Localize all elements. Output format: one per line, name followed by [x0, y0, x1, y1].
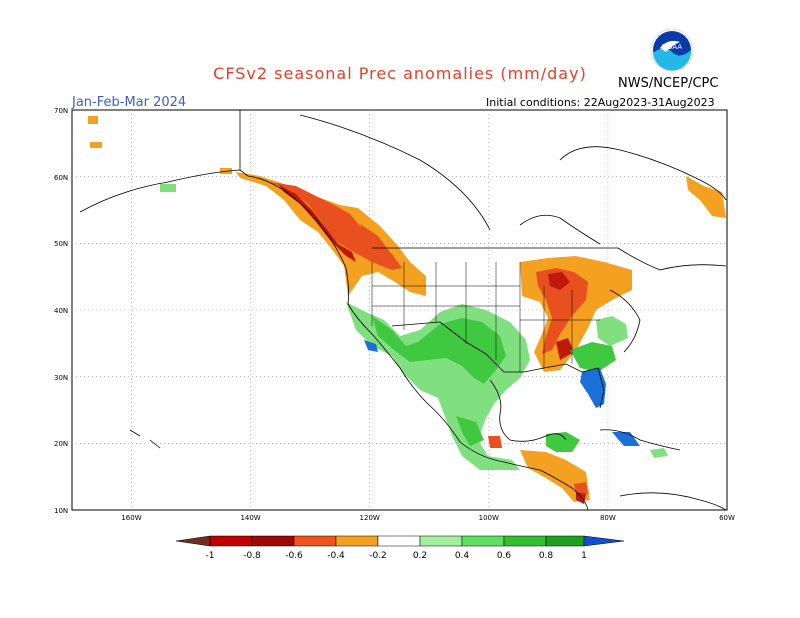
lat-label: 30N — [54, 374, 68, 382]
legend-labels: -1 -0.8 -0.6 -0.4 -0.2 0.2 0.4 0.6 0.8 1 — [206, 551, 587, 561]
legend-label: 0.2 — [413, 551, 427, 561]
state-borders — [371, 262, 600, 372]
lon-label: 120W — [360, 514, 380, 522]
lat-label: 50N — [54, 240, 68, 248]
agency-label: NWS/NCEP/CPC — [618, 76, 719, 91]
initial-conditions-label: Initial conditions: 22Aug2023-31Aug2023 — [486, 96, 715, 109]
coastlines — [79, 110, 727, 511]
lat-label: 20N — [54, 440, 68, 448]
legend-swatch — [335, 535, 379, 547]
legend-swatch — [377, 535, 421, 547]
legend-label: -1 — [206, 551, 215, 561]
lon-label: 160W — [121, 514, 141, 522]
noaa-logo-icon: NOAA — [650, 28, 694, 72]
lon-label: 80W — [600, 514, 616, 522]
legend-swatch — [419, 535, 463, 547]
legend-label: -0.8 — [243, 551, 261, 561]
lon-labels: 160W 140W 120W 100W 80W 60W — [121, 514, 735, 522]
legend-swatch — [545, 535, 585, 547]
legend-label: -0.4 — [327, 551, 345, 561]
legend-swatch-above-1 — [583, 535, 625, 547]
legend-swatch-below-neg1 — [175, 535, 211, 547]
legend-label: -0.6 — [285, 551, 303, 561]
legend-swatch — [293, 535, 337, 547]
legend-label: 0.6 — [497, 551, 512, 561]
legend-label: 0.8 — [539, 551, 554, 561]
legend-swatch — [503, 535, 547, 547]
map-gridlines — [72, 110, 727, 510]
lon-label: 60W — [719, 514, 735, 522]
lat-label: 70N — [54, 107, 68, 115]
map-frame — [71, 109, 728, 511]
legend-label: -0.2 — [369, 551, 387, 561]
legend-swatch — [461, 535, 505, 547]
season-label: Jan-Feb-Mar 2024 — [72, 95, 187, 110]
legend-label: 0.4 — [455, 551, 470, 561]
lat-label: 60N — [54, 174, 68, 182]
legend-swatch — [209, 535, 253, 547]
legend-swatch — [251, 535, 295, 547]
legend-label: 1 — [581, 551, 587, 561]
lon-label: 100W — [479, 514, 499, 522]
lat-label: 40N — [54, 307, 68, 315]
anomaly-shading — [88, 116, 726, 504]
lon-label: 140W — [240, 514, 260, 522]
lat-label: 10N — [54, 507, 68, 515]
logo-text: NOAA — [662, 43, 683, 51]
lat-labels: 70N 60N 50N 40N 30N 20N 10N — [54, 107, 68, 515]
map-title: CFSv2 seasonal Prec anomalies (mm/day) — [213, 64, 587, 83]
color-legend — [175, 535, 625, 547]
